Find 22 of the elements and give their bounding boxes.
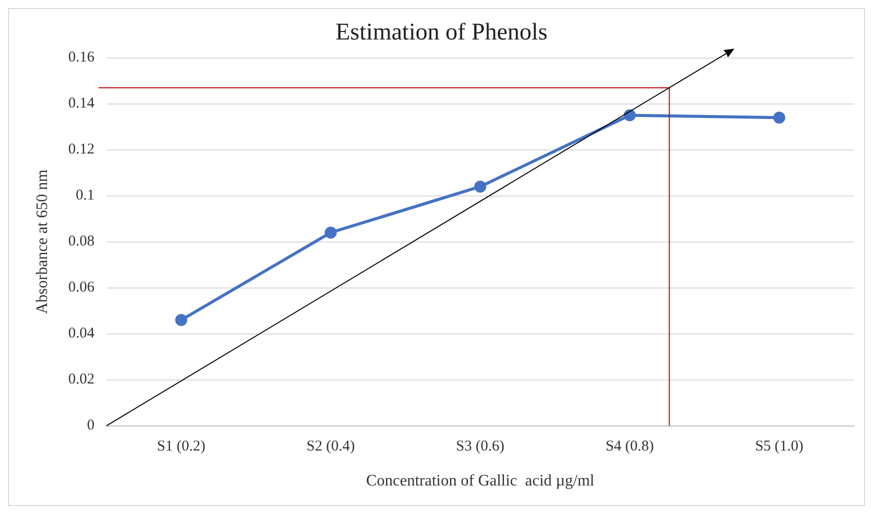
y-axis-title: Absorbance at 650 nm: [34, 169, 51, 314]
point: [773, 112, 786, 124]
y-tick-label: 0: [86, 418, 94, 434]
x-axis-title: Concentration of Gallic acid µg/ml: [366, 472, 595, 490]
y-tick-label: 0.02: [68, 372, 94, 388]
y-tick-label: 0.16: [68, 50, 95, 66]
y-tick-label: 0.08: [68, 234, 94, 250]
point: [474, 180, 486, 193]
point: [324, 226, 337, 239]
x-tick-label: S5 (1.0): [755, 438, 804, 455]
chart-title: Estimation of Phenols: [336, 20, 548, 46]
x-tick-label: S4 (0.8): [606, 438, 654, 455]
y-tick-label: 0.12: [68, 142, 94, 158]
x-tick-label: S1 (0.2): [157, 438, 206, 455]
y-tick-label: 0.04: [68, 326, 95, 342]
point: [624, 109, 636, 122]
y-tick-label: 0.06: [68, 280, 95, 296]
y-tick-label: 0.1: [76, 188, 94, 204]
point: [175, 314, 188, 326]
y-tick-label: 0.14: [68, 96, 95, 112]
x-tick-label: S3 (0.6): [456, 438, 504, 455]
x-tick-label: S2 (0.4): [306, 438, 355, 455]
